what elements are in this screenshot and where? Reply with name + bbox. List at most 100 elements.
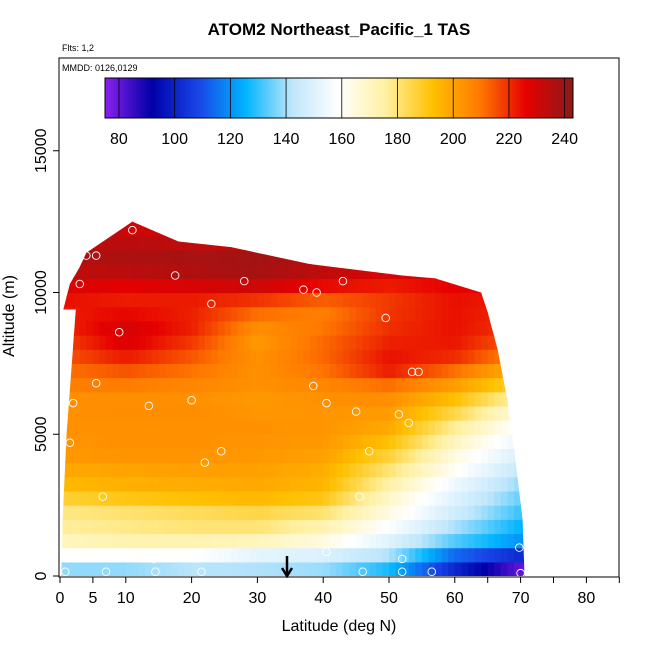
heatmap-cell xyxy=(198,292,206,308)
heatmap-cell xyxy=(237,391,245,407)
heatmap-cell xyxy=(408,561,416,576)
heatmap-cell xyxy=(500,292,509,308)
heatmap-cell xyxy=(402,476,410,492)
heatmap-cell xyxy=(86,221,94,237)
heatmap-cell xyxy=(342,249,351,265)
heatmap-cell xyxy=(61,391,68,407)
heatmap-cell xyxy=(158,420,166,435)
heatmap-cell xyxy=(349,235,357,251)
heatmap-cell xyxy=(263,519,272,535)
heatmap-cell xyxy=(514,264,522,279)
heatmap-cell xyxy=(79,490,87,506)
heatmap-cell xyxy=(106,235,114,251)
heatmap-cell xyxy=(257,221,265,237)
heatmap-cell xyxy=(270,221,278,223)
heatmap-cell xyxy=(185,292,193,308)
heatmap-cell xyxy=(474,420,482,435)
heatmap-cell xyxy=(507,292,515,308)
heatmap-cell xyxy=(79,349,87,364)
heatmap-cell xyxy=(112,561,120,576)
heatmap-cell xyxy=(211,448,219,464)
heatmap-cell xyxy=(435,391,443,407)
heatmap-cell xyxy=(119,221,127,223)
heatmap-cell xyxy=(507,221,515,237)
heatmap-cell xyxy=(106,264,114,279)
heatmap-cell xyxy=(270,448,278,464)
heatmap-cell xyxy=(507,249,515,265)
heatmap-cell xyxy=(329,377,337,393)
heatmap-cell xyxy=(402,391,410,407)
heatmap-cell xyxy=(454,278,462,294)
heatmap-cell xyxy=(514,533,522,549)
heatmap-cell xyxy=(185,519,193,535)
heatmap-cell xyxy=(244,391,252,407)
heatmap-cell xyxy=(487,448,495,464)
heatmap-cell xyxy=(329,505,337,520)
chart-title: ATOM2 Northeast_Pacific_1 TAS xyxy=(208,20,471,39)
heatmap-cell xyxy=(342,363,351,379)
heatmap-cell xyxy=(158,292,166,308)
heatmap-cell xyxy=(185,490,193,506)
heatmap-cell xyxy=(461,391,469,407)
heatmap-cell xyxy=(454,405,462,421)
heatmap-cell xyxy=(250,349,258,364)
colorbar-tick-labels: 80 100 120 140 160 180 200 220 240 xyxy=(110,131,578,148)
heatmap-cell xyxy=(138,363,147,379)
heatmap-cell xyxy=(520,533,525,549)
heatmap-cell xyxy=(277,306,285,322)
heatmap-cell xyxy=(487,462,495,478)
heatmap-cell xyxy=(86,420,94,435)
heatmap-cell xyxy=(474,561,482,576)
heatmap-cell xyxy=(481,533,489,549)
heatmap-cell xyxy=(356,335,364,350)
heatmap-cell xyxy=(382,462,390,478)
heatmap-cell xyxy=(487,505,495,520)
heatmap-cell xyxy=(263,420,272,435)
heatmap-cell xyxy=(356,434,364,450)
heatmap-cell xyxy=(323,292,331,308)
heatmap-cell xyxy=(461,363,469,379)
heatmap-cell xyxy=(329,363,337,379)
heatmap-cell xyxy=(79,476,87,492)
heatmap-cell xyxy=(421,320,430,336)
heatmap-cell xyxy=(514,561,522,576)
heatmap-cell xyxy=(73,462,81,478)
heatmap-cell xyxy=(263,405,272,421)
heatmap-cell xyxy=(158,561,166,576)
heatmap-cell xyxy=(461,335,469,350)
heatmap-cell xyxy=(507,405,515,421)
heatmap-cell xyxy=(389,434,397,450)
heatmap-cell xyxy=(211,561,219,576)
heatmap-cell xyxy=(408,533,416,549)
heatmap-cell xyxy=(375,505,384,520)
heatmap-cell xyxy=(421,292,430,308)
heatmap-cell xyxy=(356,462,364,478)
heatmap-cell xyxy=(395,235,403,251)
heatmap-cell xyxy=(375,448,384,464)
heatmap-cell xyxy=(520,221,525,237)
heatmap-cell xyxy=(342,533,351,549)
heatmap-cell xyxy=(211,434,219,450)
heatmap-cell xyxy=(283,335,291,350)
heatmap-cell xyxy=(231,221,239,223)
heatmap-cell xyxy=(494,249,502,265)
heatmap-cell xyxy=(73,235,81,251)
heatmap-cell xyxy=(119,235,127,251)
heatmap-cell xyxy=(448,448,456,464)
heatmap-cell xyxy=(66,505,74,520)
heatmap-cell xyxy=(132,547,140,563)
heatmap-cell xyxy=(507,547,515,563)
heatmap-cell xyxy=(198,349,206,364)
heatmap-cell xyxy=(106,420,114,435)
heatmap-cell xyxy=(198,306,206,322)
heatmap-cell xyxy=(61,448,68,464)
sample-point xyxy=(299,285,308,294)
heatmap-cell xyxy=(395,519,403,535)
heatmap-cell xyxy=(152,249,160,265)
heatmap-cell xyxy=(145,292,153,308)
heatmap-cell xyxy=(395,363,403,379)
heatmap-cell xyxy=(79,405,87,421)
heatmap-cell xyxy=(237,363,245,379)
heatmap-cell xyxy=(303,349,311,364)
heatmap-cell xyxy=(481,519,489,535)
